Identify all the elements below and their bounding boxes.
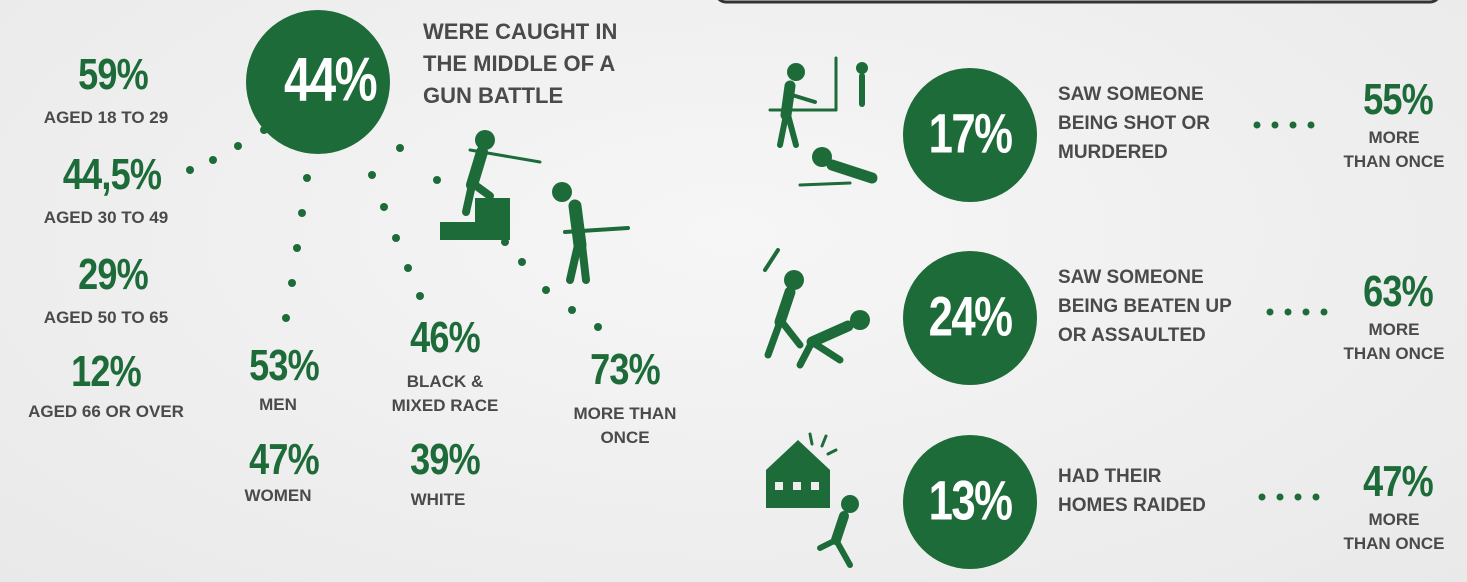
age-value: 44,5% bbox=[63, 150, 161, 200]
row-repeat-label: THAN ONCE bbox=[1343, 344, 1444, 364]
icons bbox=[440, 58, 872, 565]
gender-value: 47% bbox=[249, 435, 319, 485]
row-repeat-label: MORE bbox=[1369, 510, 1420, 530]
row-repeat-label: THAN ONCE bbox=[1343, 152, 1444, 172]
row-label: BEING BEATEN UP bbox=[1058, 296, 1232, 318]
top-frame bbox=[716, 0, 1440, 2]
row-label: MURDERED bbox=[1058, 142, 1168, 164]
repeat-value: 73% bbox=[590, 345, 660, 395]
row-repeat-label: MORE bbox=[1369, 320, 1420, 340]
row-repeat-value: 55% bbox=[1363, 75, 1433, 125]
row-label: OR ASSAULTED bbox=[1058, 325, 1206, 347]
row-label: SAW SOMEONE bbox=[1058, 267, 1204, 289]
row-label: BEING SHOT OR bbox=[1058, 113, 1210, 135]
gender-label: WOMEN bbox=[244, 486, 311, 506]
row-repeat-label: MORE bbox=[1369, 128, 1420, 148]
row-value: 17% bbox=[929, 101, 1012, 166]
gender-label: MEN bbox=[259, 395, 297, 415]
age-value: 59% bbox=[78, 50, 148, 100]
page: 44% WERE CAUGHT IN THE MIDDLE OF A GUN B… bbox=[0, 0, 1467, 582]
main-value: 44% bbox=[284, 45, 376, 116]
main-label: GUN BATTLE bbox=[423, 83, 563, 109]
row-value: 24% bbox=[929, 284, 1012, 349]
row-repeat-value: 63% bbox=[1363, 267, 1433, 317]
race-value: 46% bbox=[410, 313, 480, 363]
age-label: AGED 50 TO 65 bbox=[44, 308, 168, 328]
row-value: 13% bbox=[929, 468, 1012, 533]
age-value: 12% bbox=[71, 347, 141, 397]
race-label: BLACK & bbox=[407, 372, 484, 392]
repeat-label: MORE THAN bbox=[574, 404, 677, 424]
row-repeat-value: 47% bbox=[1363, 457, 1433, 507]
row-label: HOMES RAIDED bbox=[1058, 495, 1206, 517]
race-value: 39% bbox=[410, 435, 480, 485]
row-label: HAD THEIR bbox=[1058, 466, 1161, 488]
gender-value: 53% bbox=[249, 341, 319, 391]
main-label: THE MIDDLE OF A bbox=[423, 51, 615, 77]
race-label: MIXED RACE bbox=[392, 396, 499, 416]
race-label: WHITE bbox=[411, 490, 466, 510]
age-label: AGED 18 TO 29 bbox=[44, 108, 168, 128]
main-label: WERE CAUGHT IN bbox=[423, 19, 617, 45]
age-label: AGED 30 TO 49 bbox=[44, 208, 168, 228]
age-label: AGED 66 OR OVER bbox=[28, 402, 184, 422]
row-repeat-label: THAN ONCE bbox=[1343, 534, 1444, 554]
row-label: SAW SOMEONE bbox=[1058, 84, 1204, 106]
repeat-label: ONCE bbox=[600, 428, 649, 448]
graphics bbox=[0, 0, 1467, 582]
age-value: 29% bbox=[78, 250, 148, 300]
